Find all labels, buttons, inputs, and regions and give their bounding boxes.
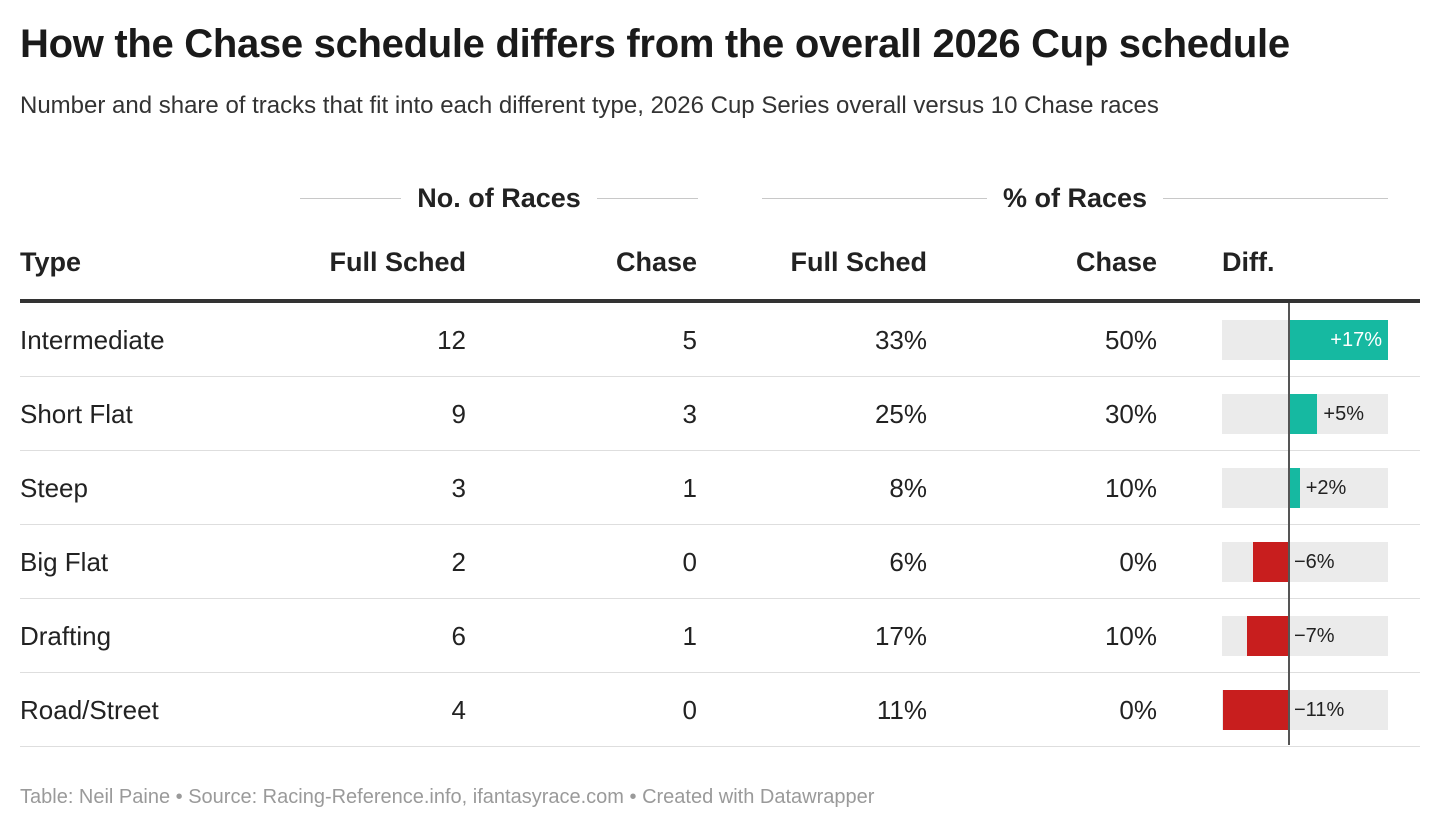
group-label-races: No. of Races [417,182,581,213]
cell-type: Road/Street [20,695,159,725]
row-divider [20,524,1420,525]
cell-type: Big Flat [20,547,109,577]
cell-chase-pct: 10% [1104,473,1157,503]
cell-chase-pct: 0% [1119,695,1157,725]
column-header-full-sched-count[interactable]: Full Sched [329,247,466,277]
cell-full-sched-pct: 6% [889,547,927,577]
diff-bar-track [1222,468,1388,508]
cell-full-sched-pct: 33% [874,325,927,355]
cell-full-sched-count: 4 [451,695,466,725]
table-row: Drafting 6 1 17% 10% −7% [20,599,1420,673]
cell-type: Steep [20,473,88,503]
cell-chase-pct: 50% [1104,325,1157,355]
group-rule-left [762,197,987,199]
diff-label: +5% [1323,403,1364,425]
cell-chase-count: 0 [682,695,697,725]
table-row: Big Flat 2 0 6% 0% −6% [20,525,1420,599]
cell-chase-pct: 10% [1104,621,1157,651]
column-header-diff[interactable]: Diff. [1222,247,1275,277]
group-header-races: No. of Races [300,180,699,216]
row-divider [20,598,1420,599]
column-header-chase-count[interactable]: Chase [615,247,697,277]
table-row: Road/Street 4 0 11% 0% −11% [20,673,1420,747]
table-row: Intermediate 12 5 33% 50% +17% [20,303,1420,377]
diff-bar-positive [1288,394,1318,434]
cell-chase-pct: 30% [1104,399,1157,429]
cell-full-sched-count: 6 [451,621,466,651]
column-header-full-sched-pct[interactable]: Full Sched [790,247,927,277]
header-divider [20,299,1420,303]
column-header-type[interactable]: Type [20,247,82,277]
diff-label: +17% [1330,329,1382,351]
cell-type: Short Flat [20,399,133,429]
cell-chase-count: 3 [682,399,697,429]
diff-label: −11% [1294,699,1345,721]
group-label-pct: % of Races [1002,182,1148,213]
cell-full-sched-count: 12 [437,325,466,355]
cell-full-sched-pct: 25% [874,399,927,429]
chart-title: How the Chase schedule differs from the … [20,22,1290,66]
diff-bar-track [1222,542,1388,582]
table-row: Steep 3 1 8% 10% +2% [20,451,1420,525]
cell-chase-count: 0 [682,547,697,577]
column-header-chase-pct[interactable]: Chase [1075,247,1157,277]
chart-subtitle: Number and share of tracks that fit into… [20,92,1159,119]
row-divider [20,672,1420,673]
footer-credits: Table: Neil Paine • Source: Racing-Refer… [20,786,875,808]
cell-chase-pct: 0% [1119,547,1157,577]
cell-full-sched-count: 3 [451,473,466,503]
cell-chase-count: 5 [682,325,697,355]
diff-bar-negative [1252,542,1288,582]
cell-full-sched-count: 9 [451,399,466,429]
cell-full-sched-pct: 17% [874,621,927,651]
row-divider [20,376,1420,377]
group-rule-right [1163,197,1388,199]
diff-bar-positive [1288,320,1388,360]
diff-bar-positive [1288,468,1300,508]
diff-label: −7% [1294,625,1335,647]
group-rule-right [596,197,699,199]
diff-bar-negative [1246,616,1288,656]
cell-chase-count: 1 [682,621,697,651]
diff-bar-negative [1223,690,1288,730]
diff-zero-line [1288,303,1290,745]
cell-full-sched-pct: 8% [889,473,927,503]
cell-chase-count: 1 [682,473,697,503]
row-divider [20,746,1420,747]
cell-full-sched-count: 2 [451,547,466,577]
table-row: Short Flat 9 3 25% 30% +5% [20,377,1420,451]
group-rule-left [300,197,402,199]
group-header-pct: % of Races [762,180,1388,216]
cell-type: Intermediate [20,325,165,355]
cell-type: Drafting [20,621,112,651]
diff-label: +2% [1305,477,1347,499]
diff-label: −6% [1294,551,1335,573]
cell-full-sched-pct: 11% [876,695,927,725]
row-divider [20,450,1420,451]
